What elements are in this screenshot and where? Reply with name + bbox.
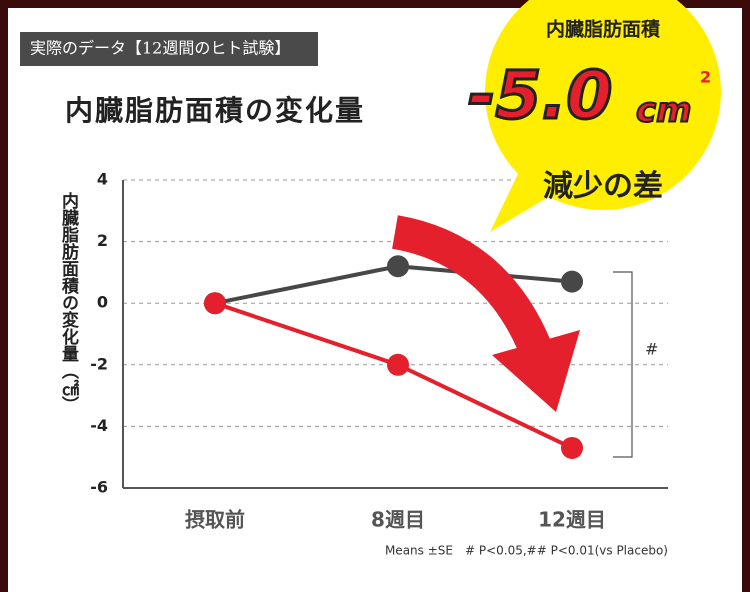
badge: 実際のデータ【12週間のヒト試験】 [30, 39, 290, 58]
annotation: # [645, 340, 658, 359]
y-tick-label: 4 [97, 170, 108, 189]
y-axis-label: 内臓脂肪面積の変化量（㎠） [58, 191, 79, 413]
plot: -6 -4 -2 0 2 4 摂取前 8週目 12週目 [90, 170, 668, 532]
y-tick-label: 0 [97, 293, 108, 312]
x-tick-label: 摂取前 [185, 508, 245, 532]
x-tick-label: 12週目 [538, 508, 606, 532]
callout-value: -5.0 [468, 57, 612, 134]
bracket [613, 271, 633, 458]
y-tick-label: 2 [97, 231, 108, 250]
callout-caption: 減少の差 [543, 169, 663, 204]
callout-label: 内臓脂肪面積 [546, 18, 660, 41]
footnote: Means ±SE # P<0.05,## P<0.01(vs Placebo) [385, 544, 668, 558]
data-point [387, 353, 409, 376]
callout-unit: cm [636, 91, 692, 131]
y-tick-label: -2 [90, 354, 108, 373]
y-tick-label: -6 [90, 478, 108, 497]
callout-unit-sup: 2 [700, 68, 711, 87]
data-point [204, 292, 226, 315]
badge-bg [20, 32, 318, 66]
data-point [561, 436, 583, 459]
data-point [387, 255, 409, 278]
data-point [561, 270, 583, 293]
arrow-head [492, 330, 580, 412]
callout-circle [485, 0, 721, 210]
chart-title: 内臓脂肪面積の変化量 [65, 94, 365, 127]
y-tick-label: -4 [90, 416, 108, 435]
callout: 内臓脂肪面積 -5.0 cm 2 減少の差 [467, 0, 721, 232]
x-tick-label: 8週目 [371, 508, 425, 532]
arrow-body [391, 215, 556, 367]
